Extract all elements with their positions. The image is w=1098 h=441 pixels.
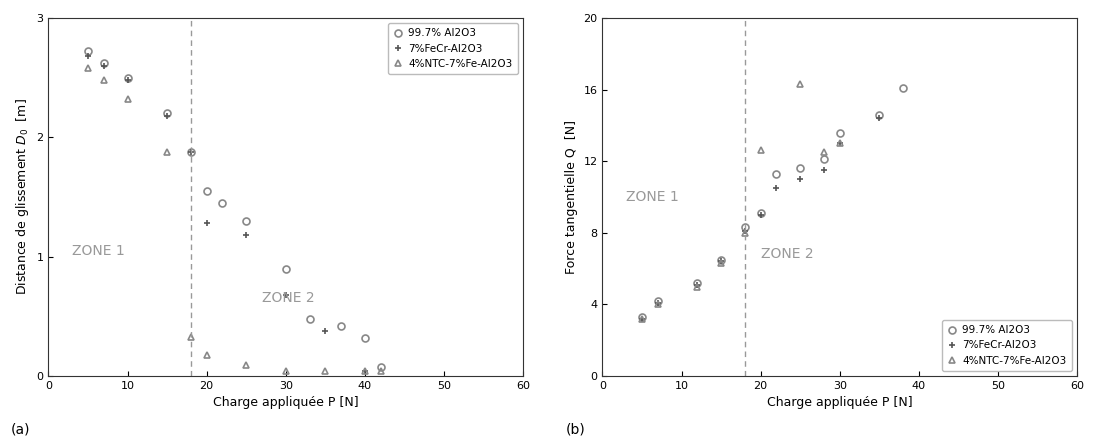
- 99.7% Al2O3: [374, 364, 388, 369]
- Text: (b): (b): [565, 422, 585, 437]
- 99.7% Al2O3: [873, 112, 886, 117]
- 4%NTC-7%Fe-Al2O3: [754, 148, 768, 153]
- 4%NTC-7%Fe-Al2O3: [184, 334, 198, 339]
- 4%NTC-7%Fe-Al2O3: [833, 141, 847, 146]
- 7%FeCr-Al2O3: [121, 77, 134, 82]
- 7%FeCr-Al2O3: [651, 300, 664, 305]
- 7%FeCr-Al2O3: [279, 292, 292, 298]
- 7%FeCr-Al2O3: [184, 149, 198, 154]
- 7%FeCr-Al2O3: [833, 141, 847, 146]
- 99.7% Al2O3: [896, 85, 909, 90]
- 99.7% Al2O3: [794, 166, 807, 171]
- 99.7% Al2O3: [184, 149, 198, 154]
- 99.7% Al2O3: [738, 225, 751, 230]
- 99.7% Al2O3: [770, 171, 783, 176]
- 4%NTC-7%Fe-Al2O3: [817, 149, 830, 155]
- Text: ZONE 1: ZONE 1: [72, 244, 125, 258]
- 7%FeCr-Al2O3: [770, 185, 783, 191]
- 7%FeCr-Al2O3: [358, 369, 371, 374]
- 7%FeCr-Al2O3: [81, 53, 94, 59]
- 4%NTC-7%Fe-Al2O3: [358, 369, 371, 374]
- X-axis label: Charge appliquée P [N]: Charge appliquée P [N]: [213, 396, 359, 410]
- Text: ZONE 2: ZONE 2: [262, 292, 315, 306]
- 7%FeCr-Al2O3: [636, 316, 649, 321]
- 99.7% Al2O3: [160, 111, 173, 116]
- 7%FeCr-Al2O3: [160, 113, 173, 119]
- 7%FeCr-Al2O3: [817, 168, 830, 173]
- Y-axis label: Distance de glissement $D_0$  [m]: Distance de glissement $D_0$ [m]: [14, 98, 31, 295]
- 99.7% Al2O3: [239, 218, 253, 224]
- 99.7% Al2O3: [216, 200, 229, 206]
- 99.7% Al2O3: [303, 316, 316, 321]
- 7%FeCr-Al2O3: [715, 259, 728, 264]
- 99.7% Al2O3: [98, 60, 111, 66]
- 99.7% Al2O3: [200, 188, 213, 194]
- 4%NTC-7%Fe-Al2O3: [200, 352, 213, 357]
- 7%FeCr-Al2O3: [98, 63, 111, 68]
- 4%NTC-7%Fe-Al2O3: [98, 77, 111, 82]
- 4%NTC-7%Fe-Al2O3: [374, 369, 388, 374]
- 99.7% Al2O3: [833, 130, 847, 135]
- 99.7% Al2O3: [817, 157, 830, 162]
- 4%NTC-7%Fe-Al2O3: [160, 149, 173, 154]
- 7%FeCr-Al2O3: [200, 220, 213, 226]
- Line: 4%NTC-7%Fe-Al2O3: 4%NTC-7%Fe-Al2O3: [85, 64, 384, 375]
- 4%NTC-7%Fe-Al2O3: [636, 316, 649, 321]
- 99.7% Al2O3: [636, 314, 649, 320]
- 7%FeCr-Al2O3: [794, 176, 807, 182]
- 4%NTC-7%Fe-Al2O3: [239, 363, 253, 368]
- 99.7% Al2O3: [691, 280, 704, 286]
- 7%FeCr-Al2O3: [239, 232, 253, 238]
- 4%NTC-7%Fe-Al2O3: [691, 284, 704, 289]
- X-axis label: Charge appliquée P [N]: Charge appliquée P [N]: [766, 396, 912, 410]
- 99.7% Al2O3: [81, 49, 94, 54]
- Line: 99.7% Al2O3: 99.7% Al2O3: [639, 84, 907, 321]
- 7%FeCr-Al2O3: [873, 116, 886, 121]
- 7%FeCr-Al2O3: [691, 282, 704, 288]
- Y-axis label: Force tangentielle Q  [N]: Force tangentielle Q [N]: [564, 120, 578, 274]
- 99.7% Al2O3: [279, 266, 292, 271]
- 7%FeCr-Al2O3: [318, 328, 332, 333]
- 99.7% Al2O3: [754, 210, 768, 216]
- 7%FeCr-Al2O3: [738, 228, 751, 234]
- 99.7% Al2O3: [358, 335, 371, 340]
- 7%FeCr-Al2O3: [754, 212, 768, 217]
- 99.7% Al2O3: [715, 257, 728, 262]
- 99.7% Al2O3: [335, 323, 348, 329]
- Line: 7%FeCr-Al2O3: 7%FeCr-Al2O3: [85, 52, 368, 375]
- 4%NTC-7%Fe-Al2O3: [81, 65, 94, 71]
- Text: (a): (a): [11, 422, 31, 437]
- Line: 4%NTC-7%Fe-Al2O3: 4%NTC-7%Fe-Al2O3: [639, 81, 843, 322]
- 4%NTC-7%Fe-Al2O3: [279, 369, 292, 374]
- 4%NTC-7%Fe-Al2O3: [318, 369, 332, 374]
- 4%NTC-7%Fe-Al2O3: [651, 302, 664, 307]
- Text: ZONE 2: ZONE 2: [761, 247, 814, 261]
- 99.7% Al2O3: [121, 75, 134, 80]
- Line: 7%FeCr-Al2O3: 7%FeCr-Al2O3: [639, 115, 883, 322]
- Legend: 99.7% Al2O3, 7%FeCr-Al2O3, 4%NTC-7%Fe-Al2O3: 99.7% Al2O3, 7%FeCr-Al2O3, 4%NTC-7%Fe-Al…: [942, 320, 1072, 371]
- 99.7% Al2O3: [651, 298, 664, 303]
- Line: 99.7% Al2O3: 99.7% Al2O3: [85, 48, 384, 370]
- 4%NTC-7%Fe-Al2O3: [738, 230, 751, 235]
- Text: ZONE 1: ZONE 1: [626, 190, 679, 204]
- Legend: 99.7% Al2O3, 7%FeCr-Al2O3, 4%NTC-7%Fe-Al2O3: 99.7% Al2O3, 7%FeCr-Al2O3, 4%NTC-7%Fe-Al…: [388, 23, 518, 74]
- 4%NTC-7%Fe-Al2O3: [715, 261, 728, 266]
- 4%NTC-7%Fe-Al2O3: [794, 82, 807, 87]
- 4%NTC-7%Fe-Al2O3: [121, 97, 134, 102]
